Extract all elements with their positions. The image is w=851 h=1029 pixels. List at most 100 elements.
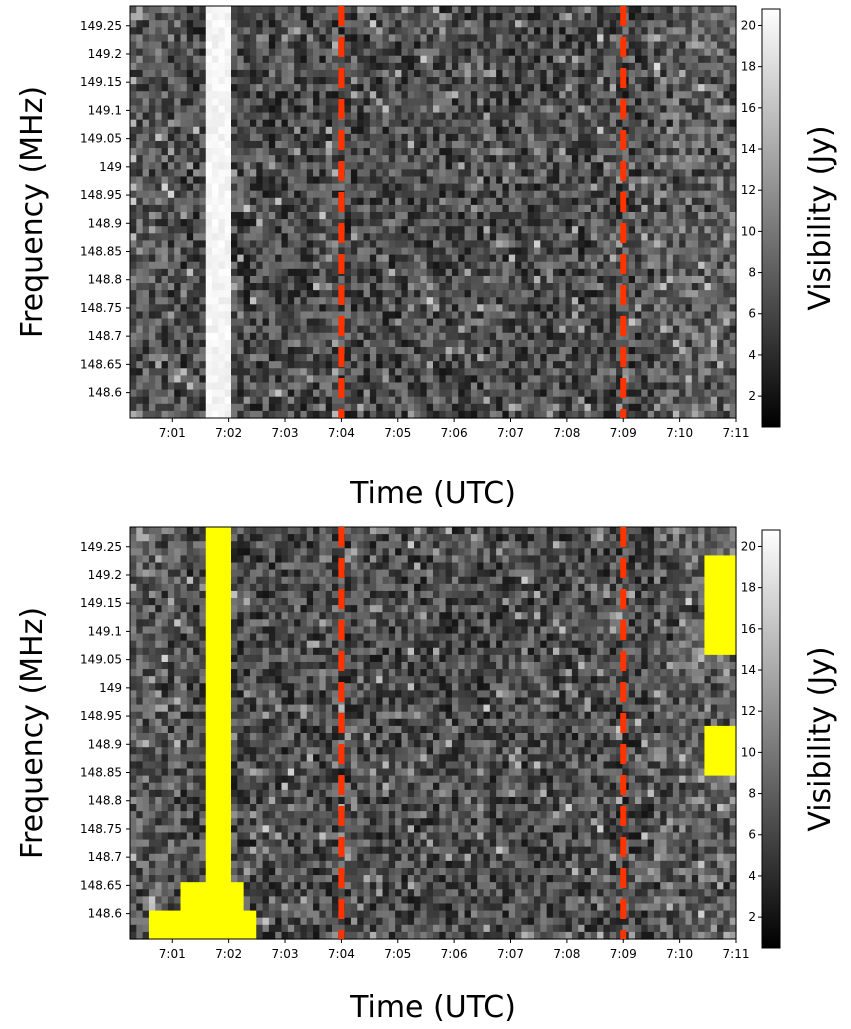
heatmap-cell — [350, 84, 358, 92]
heatmap-cell — [401, 325, 409, 334]
heatmap-cell — [496, 361, 504, 369]
heatmap-cell — [502, 297, 510, 305]
heatmap-cell — [578, 69, 586, 78]
heatmap-cell — [552, 233, 560, 242]
heatmap-cell — [199, 190, 207, 199]
heatmap-cell — [717, 183, 724, 192]
heatmap-cell — [603, 155, 611, 163]
heatmap-cell — [142, 339, 150, 348]
heatmap-cell — [130, 346, 137, 355]
heatmap-cell — [464, 304, 472, 313]
heatmap-cell — [407, 361, 415, 369]
heatmap-cell — [672, 169, 680, 178]
heatmap-cell — [205, 226, 213, 234]
heatmap-cell — [458, 204, 466, 213]
heatmap-cell — [287, 275, 295, 284]
heatmap-cell — [710, 119, 718, 128]
heatmap-cell — [647, 268, 655, 277]
heatmap-cell — [395, 332, 403, 341]
heatmap-cell — [313, 368, 320, 376]
heatmap-cell — [287, 318, 295, 327]
heatmap-cell — [653, 169, 661, 178]
heatmap-cell — [489, 169, 497, 178]
heatmap-cell — [685, 133, 693, 142]
heatmap-cell — [546, 204, 554, 213]
heatmap-cell — [508, 140, 516, 149]
heatmap-cell — [212, 27, 219, 36]
heatmap-cell — [666, 311, 674, 320]
heatmap-cell — [483, 290, 491, 298]
heatmap-cell — [679, 91, 687, 99]
heatmap-cell — [433, 240, 440, 249]
heatmap-cell — [483, 169, 491, 178]
heatmap-cell — [325, 77, 333, 85]
heatmap-cell — [325, 290, 333, 298]
heatmap-cell — [559, 69, 567, 78]
heatmap-cell — [268, 190, 276, 199]
heatmap-cell — [717, 240, 724, 249]
heatmap-cell — [679, 6, 687, 14]
heatmap-cell — [155, 219, 163, 227]
heatmap-cell — [546, 169, 554, 178]
heatmap-cell — [275, 254, 283, 263]
heatmap-cell — [344, 325, 352, 334]
heatmap-cell — [464, 34, 472, 43]
heatmap-cell — [616, 354, 623, 362]
heatmap-cell — [199, 169, 207, 178]
heatmap-cell — [483, 6, 491, 14]
heatmap-cell — [717, 297, 724, 305]
heatmap-cell — [458, 212, 466, 220]
heatmap-cell — [641, 176, 649, 185]
heatmap-cell — [470, 27, 478, 36]
heatmap-cell — [332, 34, 339, 43]
heatmap-cell — [597, 133, 605, 142]
heatmap-cell — [388, 20, 396, 28]
heatmap-cell — [603, 84, 611, 92]
heatmap-cell — [224, 318, 232, 327]
heatmap-cell — [281, 91, 289, 99]
heatmap-cell — [641, 133, 649, 142]
heatmap-cell — [597, 190, 605, 199]
heatmap-cell — [414, 197, 421, 206]
heatmap-cell — [483, 27, 491, 36]
heatmap-cell — [180, 55, 188, 64]
heatmap-cell — [148, 69, 156, 78]
heatmap-cell — [180, 69, 188, 78]
heatmap-cell — [483, 20, 491, 28]
heatmap-cell — [635, 126, 642, 135]
heatmap-cell — [325, 98, 333, 107]
heatmap-cell — [136, 254, 144, 263]
heatmap-cell — [597, 13, 605, 21]
heatmap-cell — [433, 133, 440, 142]
heatmap-cell — [313, 339, 320, 348]
heatmap-cell — [420, 176, 428, 185]
heatmap-cell — [332, 91, 339, 99]
heatmap-cell — [565, 6, 573, 14]
heatmap-cell — [369, 48, 377, 57]
heatmap-cell — [275, 361, 283, 369]
heatmap-cell — [439, 84, 447, 92]
heatmap-cell — [723, 204, 731, 213]
heatmap-cell — [344, 105, 352, 114]
heatmap-cell — [167, 55, 175, 64]
heatmap-cell — [407, 332, 415, 341]
heatmap-cell — [660, 62, 668, 71]
heatmap-cell — [597, 290, 605, 298]
heatmap-cell — [281, 140, 289, 149]
heatmap-cell — [325, 318, 333, 327]
heatmap-cell — [584, 297, 592, 305]
heatmap-cell — [597, 126, 605, 135]
heatmap-cell — [167, 13, 175, 21]
heatmap-cell — [395, 268, 403, 277]
heatmap-cell — [325, 112, 333, 121]
heatmap-cell — [666, 325, 674, 334]
heatmap-cell — [502, 240, 510, 249]
heatmap-cell — [691, 62, 699, 71]
heatmap-cell — [433, 69, 440, 78]
heatmap-cell — [502, 140, 510, 149]
heatmap-cell — [193, 98, 201, 107]
heatmap-cell — [515, 212, 522, 220]
heatmap-cell — [319, 354, 327, 362]
heatmap-cell — [590, 332, 598, 341]
heatmap-cell — [205, 290, 213, 298]
